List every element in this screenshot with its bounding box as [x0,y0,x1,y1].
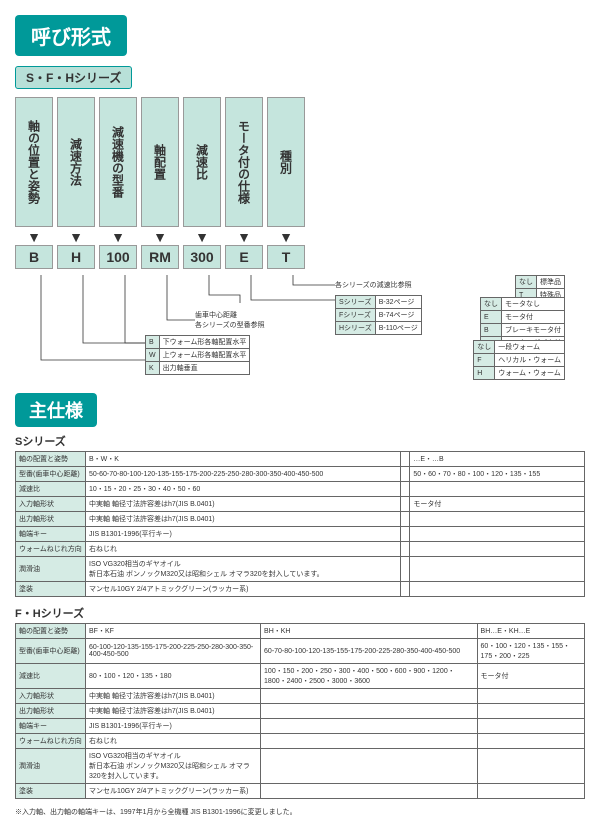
s-spec-table: 軸の配置と姿勢B・W・K…E・…B型番(歯車中心距離)50-60-70-80-1… [15,451,585,597]
page-ref-table: SシリーズB-32ページFシリーズB-74ページHシリーズB-110ページ [335,295,422,335]
codes-row: BH100RM300ET [15,245,585,269]
model-note: 歯車中心距離 各シリーズの型番参照 [195,310,265,330]
fh-series-head: F・Hシリーズ [15,605,585,621]
arrow-icon: ▼ [183,229,221,245]
arrow-icon: ▼ [57,229,95,245]
header-box: 減速機の型番 [99,97,137,227]
header-box: モータ付の仕様 [225,97,263,227]
header-box: 減速比 [183,97,221,227]
main-title: 呼び形式 [15,15,127,56]
code-box: B [15,245,53,269]
arrow-icon: ▼ [15,229,53,245]
header-box: 軸配置 [141,97,179,227]
code-box: E [225,245,263,269]
axis-table: B下ウォーム形各軸配置水平W上ウォーム形各軸配置水平K出力軸垂直 [145,335,250,375]
arrow-icon: ▼ [99,229,137,245]
arrow-icon: ▼ [225,229,263,245]
header-box: 減速方法 [57,97,95,227]
arrows-row: ▼▼▼▼▼▼▼ [15,229,585,245]
arrow-icon: ▼ [267,229,305,245]
footnote: ※入力軸、出力軸の軸端キーは、1997年1月から全機種 JIS B1301-19… [15,807,585,817]
code-box: 100 [99,245,137,269]
header-box: 種別 [267,97,305,227]
arrow-icon: ▼ [141,229,179,245]
code-box: T [267,245,305,269]
spec-title: 主仕様 [15,393,97,427]
fh-spec-table: 軸の配置と姿勢BF・KFBH・KHBH…E・KH…E型番(歯車中心距離)60-1… [15,623,585,799]
s-series-head: Sシリーズ [15,433,585,449]
header-box: 軸の位置と姿勢 [15,97,53,227]
code-box: 300 [183,245,221,269]
diagram-area: なし標準品T特殊品 なしモータなしEモータ付Bブレーキモータ付Nモータアダプタ付… [15,275,585,385]
helical-table: なし一段ウォームFヘリカル・ウォームHウォーム・ウォーム [473,340,565,380]
code-box: RM [141,245,179,269]
series-tag: S・F・Hシリーズ [15,66,132,89]
code-box: H [57,245,95,269]
headers-row: 軸の位置と姿勢減速方法減速機の型番軸配置減速比モータ付の仕様種別 [15,97,585,227]
ratio-note: 各シリーズの減速比参照 [335,280,412,290]
